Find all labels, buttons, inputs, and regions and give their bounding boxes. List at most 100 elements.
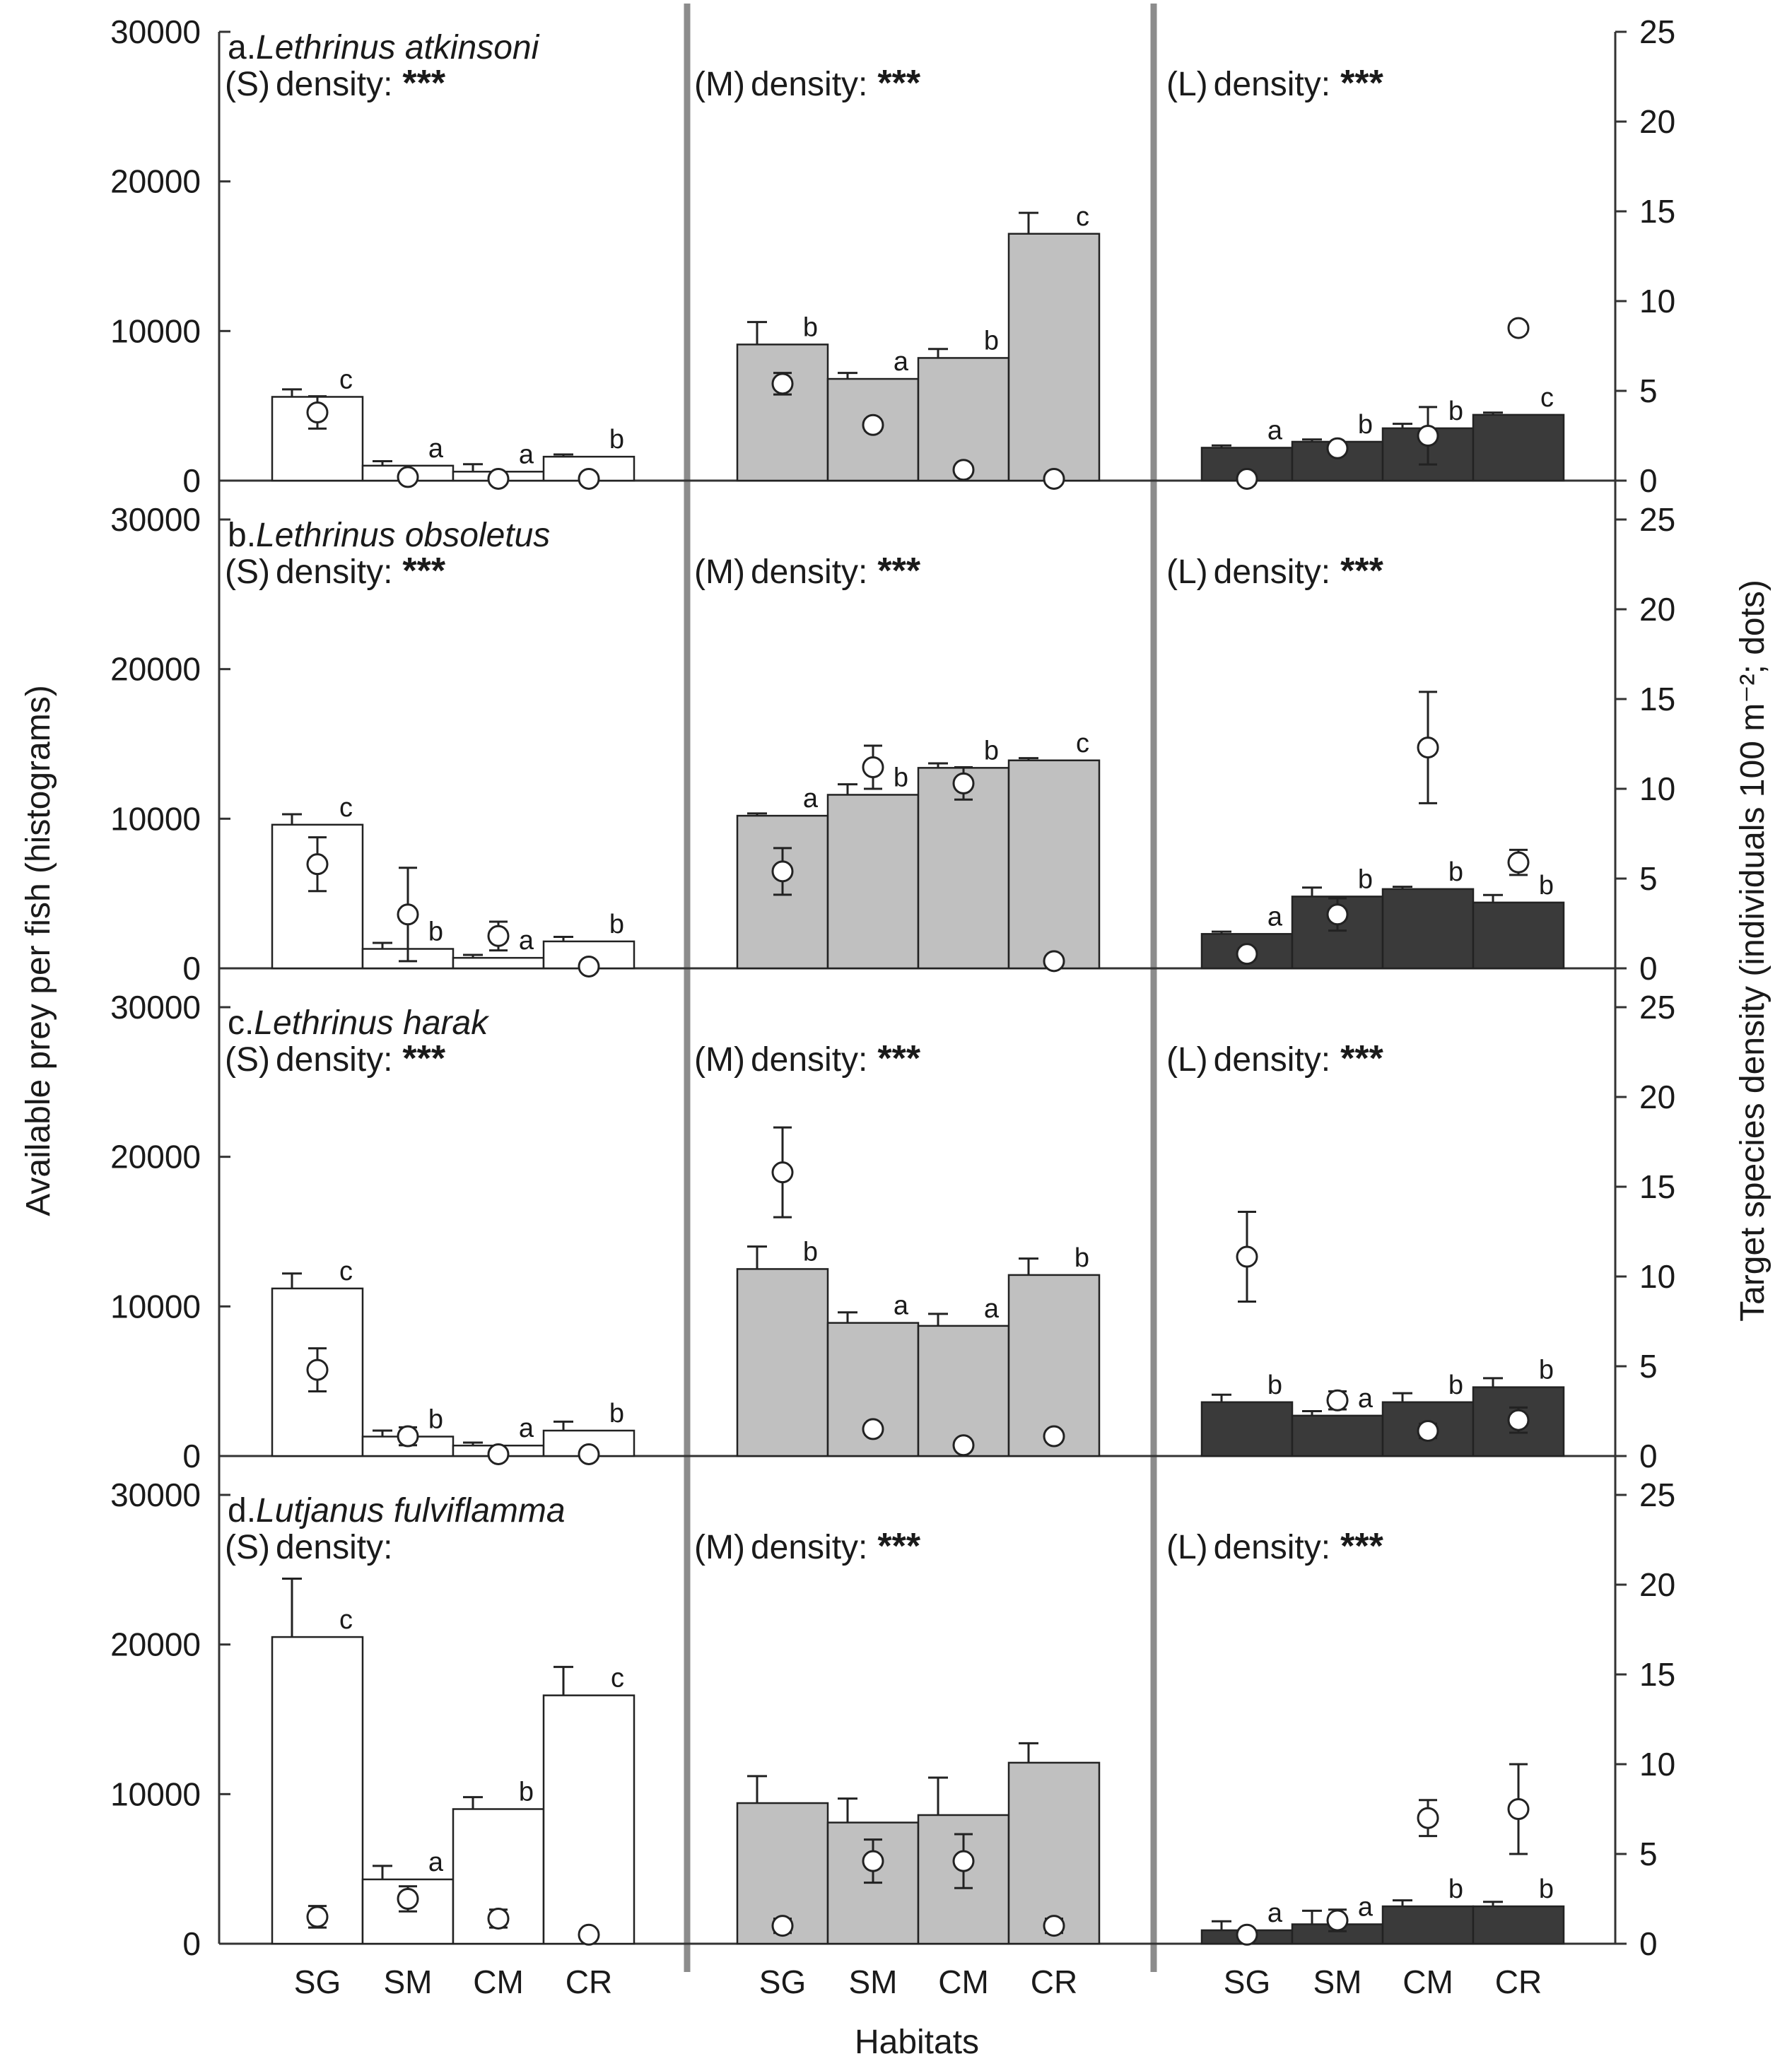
left-tick-label: 30000 [110,989,201,1026]
significance-letter: b [1448,397,1463,426]
density-dot [952,1850,975,1872]
significance-letter: c [1540,383,1554,413]
panel-annotation: (L) density: *** [1166,63,1384,104]
density-dot [862,1850,884,1872]
left-tick-label: 20000 [110,163,201,200]
density-dot [397,1888,419,1910]
right-tick-label: 25 [1639,501,1675,538]
panel-annotation: (L) density: *** [1166,551,1384,592]
x-category-label: CR [1031,1964,1077,2000]
significance-letter: a [1267,1898,1283,1928]
significance-letter: b [803,312,818,342]
density-dot [1236,1923,1258,1946]
significance-letter: a [519,440,534,469]
size-class-tag: (S) [225,1041,270,1079]
significance-letter: b [1539,1356,1554,1385]
right-tick-label: 10 [1639,770,1675,807]
significance-stars: *** [402,1038,445,1079]
density-dot [306,401,329,423]
significance-letter: b [984,326,999,356]
significance-letter: b [894,763,908,792]
species-name: Lethrinus atkinsoni [256,29,540,66]
density-label: density: [276,66,392,103]
right-tick-label: 15 [1639,1168,1675,1205]
right-tick-label: 0 [1639,462,1658,499]
right-tick-label: 10 [1639,1258,1675,1295]
significance-stars: *** [402,551,445,592]
species-name: Lethrinus harak [254,1004,490,1042]
density-dot [1043,1915,1065,1937]
significance-letter: c [1076,202,1089,232]
bar-cr [1472,413,1565,482]
bar-sm [1291,1414,1384,1457]
size-class-tag: (M) [694,66,745,103]
species-letter: a. [228,29,256,66]
significance-letter: c [1076,729,1089,758]
size-class-tag: (L) [1166,1529,1208,1566]
panel-annotation: (M) density: *** [694,63,921,104]
right-tick-label: 10 [1639,283,1675,319]
significance-stars: *** [877,1038,920,1079]
panel-annotation: (S) density: *** [225,63,446,104]
density-dot [771,1915,794,1937]
significance-letter: a [894,1291,909,1321]
right-tick-label: 5 [1639,372,1658,409]
bar-cr [1007,1761,1101,1945]
bar-cr [1472,901,1565,970]
bar-cr [1472,1905,1565,1945]
significance-stars: *** [877,63,920,104]
significance-letter: a [894,347,909,377]
size-class-tag: (M) [694,1529,745,1566]
left-tick-label: 20000 [110,1626,201,1663]
panel-annotation: (S) density: [225,1529,392,1566]
panel-annotation: (M) density: *** [694,1038,921,1079]
right-tick-label: 0 [1639,950,1658,987]
density-dot [1507,851,1530,874]
x-category-label: SM [384,1964,433,2000]
panel-annotation: (M) density: *** [694,1526,921,1567]
density-dot [487,925,510,947]
density-label: density: [276,1041,392,1079]
density-label: density: [276,553,392,591]
significance-stars: *** [1340,63,1383,104]
right-tick-label: 5 [1639,1836,1658,1872]
significance-stars: *** [1340,551,1383,592]
density-dot [578,467,600,490]
density-dot [1507,317,1530,339]
species-name: Lutjanus fulviflamma [256,1492,566,1530]
significance-stars: *** [1340,1526,1383,1567]
bar-sm [826,794,920,970]
bar-sg [271,1636,364,1945]
density-dot [862,413,884,436]
significance-letter: b [1448,1371,1463,1400]
significance-letter: b [1539,871,1554,900]
significance-letter: b [984,736,999,765]
x-category-label: SG [294,1964,341,2000]
bar-cr [1007,233,1101,482]
species-letter: d. [228,1492,256,1530]
density-label: density: [1214,553,1330,591]
species-title: d.Lutjanus fulviflamma [228,1492,566,1530]
density-dot [1326,903,1349,926]
significance-letter: b [428,917,443,946]
density-dot [1507,1409,1530,1431]
density-dot [487,1443,510,1465]
significance-letter: a [803,784,819,814]
density-dot [771,860,794,883]
density-dot [952,459,975,481]
significance-letter: a [1358,1892,1374,1922]
density-dot [771,1161,794,1184]
density-label: density: [1214,66,1330,103]
species-letter: b. [228,517,256,554]
panel-annotation: (L) density: *** [1166,1038,1384,1079]
significance-letter: b [609,910,624,939]
left-tick-label: 10000 [110,312,201,349]
density-dot [306,1358,329,1381]
left-tick-label: 30000 [110,1477,201,1513]
density-dot [397,903,419,926]
density-label: density: [1214,1529,1330,1566]
density-dot [1417,1419,1439,1442]
density-dot [578,955,600,978]
density-dot [952,1434,975,1457]
